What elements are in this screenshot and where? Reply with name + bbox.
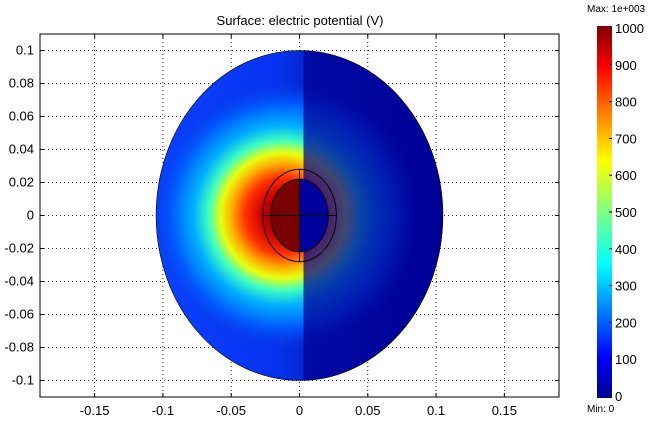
colorbar-tick-label: 600 <box>615 168 637 183</box>
y-tick-label: 0.02 <box>9 175 34 190</box>
electrode <box>262 168 337 263</box>
x-tick-label: 0.1 <box>427 403 445 418</box>
x-tick-label: 0.05 <box>355 403 380 418</box>
y-tick-label: -0.06 <box>4 307 34 322</box>
colorbar-tick-label: 1000 <box>615 21 644 36</box>
y-tick-label: -0.08 <box>4 340 34 355</box>
colorbar-tick-label: 300 <box>615 279 637 294</box>
colorbar-tick-label: 500 <box>615 205 637 220</box>
colorbar-tick-label: 400 <box>615 242 637 257</box>
x-tick-label: 0 <box>296 403 303 418</box>
colorbar-min-label: Min: 0 <box>587 404 615 415</box>
y-tick-label: 0.04 <box>9 142 34 157</box>
y-tick-label: 0 <box>27 208 34 223</box>
y-tick-label: 0.08 <box>9 76 34 91</box>
colorbar <box>597 26 612 398</box>
domain-boundary <box>155 50 444 381</box>
x-tick-label: -0.1 <box>152 403 174 418</box>
y-tick-label: -0.1 <box>12 373 34 388</box>
colorbar-tick-label: 700 <box>615 131 637 146</box>
y-axis: 0.1 0.08 0.06 0.04 0.02 0 -0.02 -0.04 -0.06 -0.08… <box>4 43 559 388</box>
colorbar-max-label: Max: 1e+003 <box>587 4 646 15</box>
x-tick-label: -0.15 <box>80 403 110 418</box>
colorbar-tick-label: 0 <box>615 389 622 404</box>
y-tick-label: -0.02 <box>4 241 34 256</box>
y-tick-label: 0.06 <box>9 109 34 124</box>
x-tick-label: 0.15 <box>492 403 517 418</box>
chart-title: Surface: electric potential (V) <box>217 13 384 28</box>
colorbar-tick-label: 900 <box>615 58 637 73</box>
colorbar-tick-label: 800 <box>615 95 637 110</box>
y-tick-label: -0.04 <box>4 274 34 289</box>
colorbar-tick-label: 100 <box>615 352 637 367</box>
x-axis: -0.15 -0.1 -0.05 0 0.05 0.1 0.15 <box>80 34 517 418</box>
colorbar-tick-label: 200 <box>615 315 637 330</box>
x-tick-label: -0.05 <box>216 403 246 418</box>
y-tick-label: 0.1 <box>16 43 34 58</box>
